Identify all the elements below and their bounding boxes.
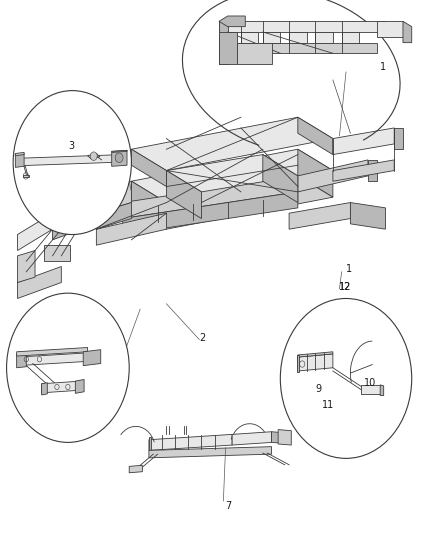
Text: 10: 10: [364, 378, 376, 389]
Polygon shape: [149, 434, 232, 450]
Polygon shape: [297, 355, 299, 372]
Polygon shape: [18, 213, 53, 251]
Polygon shape: [219, 43, 377, 53]
Circle shape: [7, 293, 129, 442]
Circle shape: [13, 91, 131, 235]
Polygon shape: [241, 32, 258, 43]
Polygon shape: [333, 128, 394, 155]
Text: 2: 2: [199, 333, 205, 343]
Polygon shape: [272, 432, 285, 443]
Polygon shape: [42, 381, 81, 393]
Polygon shape: [42, 383, 47, 395]
Polygon shape: [96, 181, 131, 213]
Polygon shape: [232, 432, 272, 445]
Polygon shape: [298, 160, 368, 192]
Text: 11: 11: [322, 400, 334, 410]
Polygon shape: [219, 21, 228, 64]
Polygon shape: [289, 32, 307, 43]
Text: 1: 1: [380, 62, 386, 71]
Polygon shape: [15, 154, 24, 167]
Polygon shape: [23, 175, 29, 177]
Polygon shape: [112, 150, 127, 166]
Polygon shape: [403, 21, 412, 43]
Polygon shape: [219, 16, 245, 27]
Polygon shape: [96, 203, 131, 229]
Circle shape: [280, 298, 412, 458]
Polygon shape: [123, 176, 298, 219]
Polygon shape: [53, 208, 96, 240]
Polygon shape: [149, 437, 151, 451]
Polygon shape: [15, 152, 24, 156]
Polygon shape: [166, 155, 298, 192]
Polygon shape: [17, 348, 88, 356]
Circle shape: [115, 153, 123, 163]
Polygon shape: [18, 353, 88, 366]
Polygon shape: [123, 192, 298, 235]
Polygon shape: [289, 203, 350, 229]
Polygon shape: [298, 149, 333, 197]
Polygon shape: [53, 192, 96, 224]
Polygon shape: [263, 32, 280, 43]
Polygon shape: [377, 21, 403, 37]
Text: 12: 12: [339, 282, 352, 293]
Polygon shape: [166, 171, 201, 219]
Polygon shape: [131, 149, 166, 187]
Polygon shape: [380, 385, 384, 395]
Polygon shape: [131, 181, 166, 229]
Polygon shape: [75, 379, 84, 393]
Polygon shape: [18, 266, 61, 298]
Polygon shape: [394, 128, 403, 149]
Polygon shape: [18, 251, 35, 282]
Text: 1: 1: [346, 264, 352, 274]
Polygon shape: [350, 203, 385, 229]
Circle shape: [90, 152, 97, 160]
Polygon shape: [298, 352, 333, 357]
Polygon shape: [83, 350, 101, 366]
Polygon shape: [342, 32, 359, 43]
Polygon shape: [263, 155, 298, 203]
Polygon shape: [88, 154, 100, 159]
Polygon shape: [131, 176, 333, 229]
Polygon shape: [44, 197, 61, 224]
Polygon shape: [298, 117, 333, 155]
Polygon shape: [112, 150, 127, 152]
Polygon shape: [278, 430, 291, 445]
Polygon shape: [44, 245, 70, 261]
Polygon shape: [18, 155, 123, 166]
Text: 12: 12: [339, 282, 352, 293]
Polygon shape: [298, 354, 333, 371]
Polygon shape: [96, 213, 166, 245]
Polygon shape: [333, 160, 394, 181]
Polygon shape: [237, 43, 272, 64]
Polygon shape: [361, 385, 381, 394]
Polygon shape: [129, 465, 142, 473]
Text: 9: 9: [315, 384, 321, 394]
Text: 3: 3: [68, 141, 74, 151]
Polygon shape: [219, 21, 385, 32]
Polygon shape: [368, 160, 377, 181]
Text: 7: 7: [226, 501, 232, 511]
Polygon shape: [315, 32, 333, 43]
Polygon shape: [131, 117, 333, 171]
Polygon shape: [149, 447, 272, 458]
Polygon shape: [17, 353, 26, 368]
Polygon shape: [131, 149, 333, 203]
Polygon shape: [219, 32, 237, 64]
